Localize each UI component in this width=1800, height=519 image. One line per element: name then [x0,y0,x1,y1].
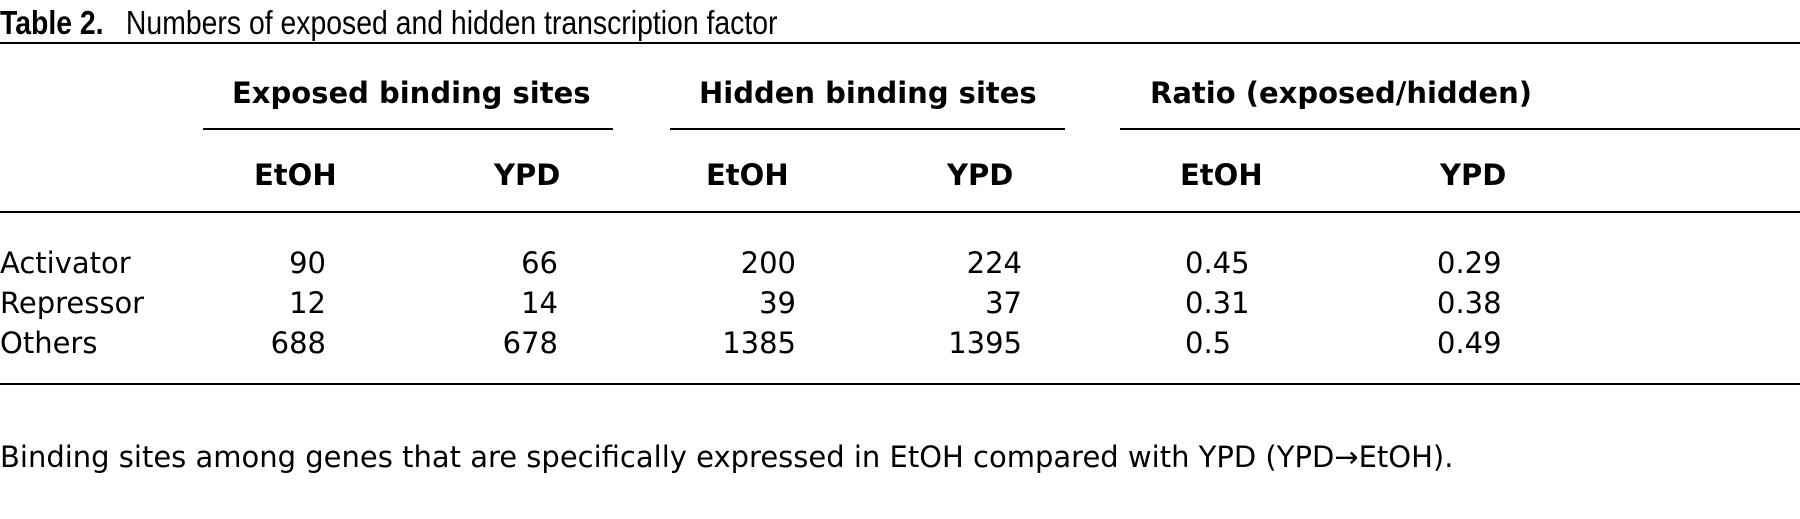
group-rule-ratio [1120,128,1800,130]
group-rule-hidden [670,128,1065,130]
table-cell: 37 [985,286,1022,320]
table-cell: 0.38 [1437,286,1502,320]
group-header-hidden: Hidden binding sites [699,76,1037,110]
group-rule-exposed [203,128,613,130]
table-cell: 1385 [722,326,796,360]
table-footnote: Binding sites among genes that are speci… [0,440,1454,474]
row-label: Repressor [0,286,145,320]
table-cell: 0.45 [1185,246,1250,280]
subheader: YPD [494,158,561,192]
table-cell: 224 [966,246,1022,280]
table-cell: 12 [289,286,326,320]
table-cell: 90 [289,246,326,280]
table-cell: 0.5 [1185,326,1232,360]
subheader: YPD [947,158,1014,192]
table-cell: 0.31 [1185,286,1250,320]
subheader: YPD [1440,158,1507,192]
table-cell: 66 [521,246,558,280]
group-header-ratio: Ratio (exposed/hidden) [1150,76,1532,110]
row-label: Activator [0,246,131,280]
table-cell: 0.29 [1437,246,1502,280]
table-title: Table 2. Numbers of exposed and hidden tr… [0,4,777,42]
table-cell: 200 [740,246,796,280]
table-cell: 688 [270,326,326,360]
group-header-exposed: Exposed binding sites [232,76,591,110]
bottom-rule [0,383,1800,385]
subheader: EtOH [706,158,789,192]
subheader: EtOH [1180,158,1263,192]
top-rule [0,42,1800,44]
header-rule [0,211,1800,213]
table-cell: 0.49 [1437,326,1502,360]
table-cell: 39 [759,286,796,320]
table-cell: 14 [521,286,558,320]
table-caption: Numbers of exposed and hidden transcript… [125,4,778,41]
table-cell: 678 [502,326,558,360]
table-cell: 1395 [948,326,1022,360]
row-label: Others [0,326,98,360]
table-label: Table 2. [0,4,104,41]
subheader: EtOH [254,158,337,192]
